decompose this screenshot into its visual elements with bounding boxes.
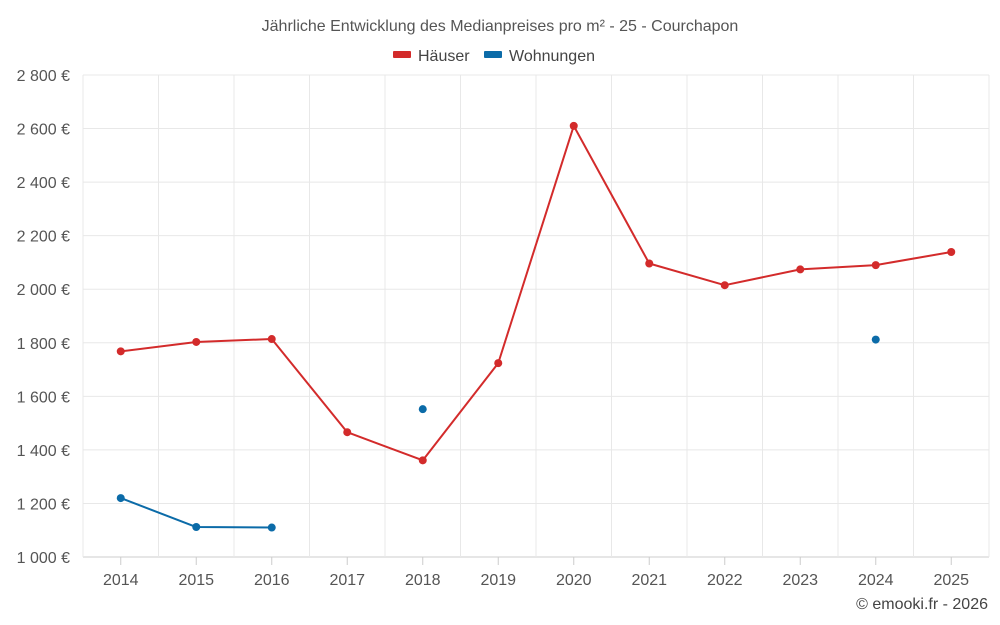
y-tick-label: 2 000 € bbox=[17, 282, 70, 299]
data-point-haeuser[interactable] bbox=[267, 335, 276, 344]
data-point-haeuser[interactable] bbox=[645, 259, 654, 268]
y-tick-label: 2 600 € bbox=[17, 122, 70, 139]
x-tick-label: 2014 bbox=[103, 572, 139, 589]
y-tick-label: 2 200 € bbox=[17, 229, 70, 246]
data-point-haeuser[interactable] bbox=[418, 456, 427, 465]
x-tick-label: 2024 bbox=[858, 572, 894, 589]
x-tick-label: 2022 bbox=[707, 572, 743, 589]
legend: Häuser Wohnungen bbox=[393, 48, 595, 65]
y-tick-label: 1 000 € bbox=[17, 550, 70, 567]
legend-swatch-wohnungen bbox=[484, 51, 502, 58]
series bbox=[116, 121, 956, 532]
data-point-haeuser[interactable] bbox=[720, 281, 729, 290]
x-tick-label: 2020 bbox=[556, 572, 592, 589]
data-point-wohnungen[interactable] bbox=[192, 523, 201, 532]
legend-item-wohnungen[interactable]: Wohnungen bbox=[484, 48, 595, 65]
x-tick-label: 2018 bbox=[405, 572, 441, 589]
y-tick-label: 2 800 € bbox=[17, 68, 70, 85]
y-tick-label: 1 400 € bbox=[17, 443, 70, 460]
x-tick-label: 2016 bbox=[254, 572, 290, 589]
data-point-haeuser[interactable] bbox=[947, 248, 956, 257]
data-point-wohnungen[interactable] bbox=[871, 335, 880, 344]
data-point-wohnungen[interactable] bbox=[418, 405, 427, 414]
series-wohnungen bbox=[116, 335, 880, 532]
x-tick-label: 2021 bbox=[631, 572, 667, 589]
x-tick-label: 2019 bbox=[480, 572, 516, 589]
data-point-haeuser[interactable] bbox=[494, 359, 503, 368]
legend-swatch-haeuser bbox=[393, 51, 411, 58]
x-tick-label: 2015 bbox=[178, 572, 214, 589]
data-point-haeuser[interactable] bbox=[343, 428, 352, 437]
chart-title: Jährliche Entwicklung des Medianpreises … bbox=[262, 18, 739, 35]
data-point-haeuser[interactable] bbox=[796, 265, 805, 274]
data-point-haeuser[interactable] bbox=[569, 121, 578, 130]
legend-label-haeuser: Häuser bbox=[418, 48, 470, 65]
y-tick-label: 1 800 € bbox=[17, 336, 70, 353]
series-haeuser bbox=[116, 121, 956, 465]
legend-label-wohnungen: Wohnungen bbox=[509, 48, 595, 65]
grid bbox=[82, 74, 990, 558]
y-tick-label: 1 600 € bbox=[17, 389, 70, 406]
y-tick-label: 2 400 € bbox=[17, 175, 70, 192]
y-axis: 1 000 € 1 200 € 1 400 € 1 600 € 1 800 € 2 000… bbox=[17, 68, 70, 567]
credit: © emooki.fr - 2026 bbox=[856, 596, 988, 613]
data-point-haeuser[interactable] bbox=[871, 261, 880, 270]
data-point-wohnungen[interactable] bbox=[267, 523, 276, 532]
data-point-haeuser[interactable] bbox=[116, 347, 125, 356]
x-tick-label: 2025 bbox=[933, 572, 969, 589]
x-tick-label: 2023 bbox=[782, 572, 818, 589]
y-tick-label: 1 200 € bbox=[17, 496, 70, 513]
data-point-wohnungen[interactable] bbox=[116, 494, 125, 503]
legend-item-haeuser[interactable]: Häuser bbox=[393, 48, 470, 65]
x-axis: 2014 2015 2016 2017 2018 2019 2020 2021 2022 2023… bbox=[103, 557, 969, 589]
x-tick-label: 2017 bbox=[329, 572, 365, 589]
series-line-haeuser bbox=[120, 124, 952, 462]
data-point-haeuser[interactable] bbox=[192, 337, 201, 346]
